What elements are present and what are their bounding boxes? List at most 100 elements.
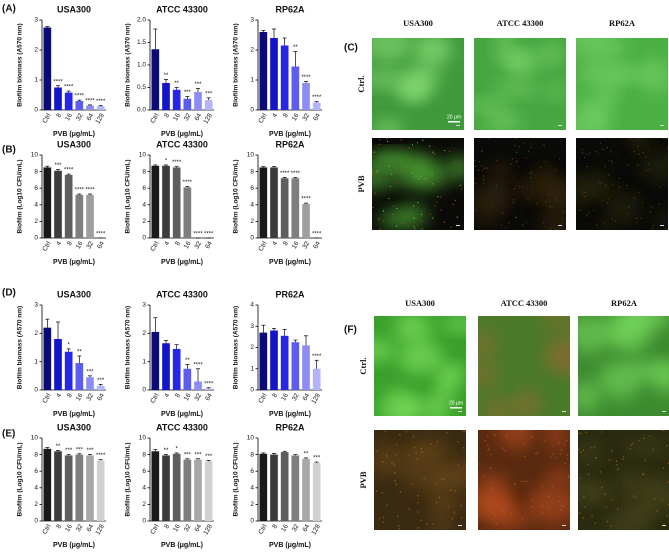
micrograph-dot (506, 435, 508, 437)
micrograph-dot (607, 202, 609, 204)
micrograph-texture (603, 190, 641, 225)
micrograph (578, 316, 669, 416)
micrograph-dot (560, 504, 563, 507)
micrograph-dot (551, 485, 554, 487)
micrograph-texture (432, 505, 451, 530)
micrograph-dot (375, 450, 378, 453)
micrograph-dot (415, 175, 417, 177)
micrograph-dot (436, 440, 439, 443)
x-tick-label: 8 (271, 523, 279, 530)
significance-label: **** (75, 94, 85, 100)
y-tick-label: 4 (142, 485, 146, 492)
bar (183, 187, 192, 238)
bar (270, 167, 278, 238)
micrograph-dot (450, 226, 452, 228)
micrograph-dot (642, 152, 645, 154)
micrograph-dot (474, 209, 477, 211)
micrograph-dot (433, 152, 435, 155)
y-tick-label: 6 (34, 468, 38, 475)
micrograph-row-label: PVB (356, 175, 366, 192)
micrograph-dot (502, 509, 504, 512)
micrograph-dot (479, 514, 481, 517)
scale-bar-mini (458, 411, 462, 412)
micrograph-dot (581, 152, 584, 154)
micrograph-dot (608, 459, 611, 461)
micrograph-dot (393, 471, 396, 474)
micrograph-texture (440, 317, 466, 332)
micrograph-row-label: PVB (358, 471, 368, 488)
x-tick-label: 128 (310, 523, 322, 536)
micrograph-dot (502, 447, 504, 449)
micrograph-texture (372, 119, 404, 130)
micrograph-dot (456, 216, 458, 218)
y-tick-label: 2 (142, 218, 146, 225)
x-tick-label: 8 (163, 112, 171, 119)
significance-label: **** (96, 99, 106, 105)
micrograph-dot (514, 216, 516, 219)
y-tick-label: 2 (34, 501, 38, 508)
bar (172, 348, 181, 390)
micrograph-dot (665, 227, 667, 230)
x-tick-label: 128 (202, 112, 214, 125)
micrograph-dot (525, 157, 527, 159)
micrograph-dot (412, 205, 415, 207)
significance-label: **** (204, 381, 214, 387)
micrograph-dot (417, 527, 419, 529)
micrograph-dot (454, 489, 456, 492)
y-tick-label: 4 (250, 302, 254, 309)
significance-label: **** (312, 95, 322, 101)
significance-label: **** (301, 197, 311, 203)
y-tick-label: 0 (250, 107, 254, 114)
x-axis-label: PVB (μg/mL) (53, 131, 95, 138)
bar (43, 167, 52, 238)
micrograph-texture (548, 183, 566, 205)
bar (86, 194, 94, 238)
micrograph-dot (412, 435, 415, 438)
micrograph-column-label: USA300 (405, 298, 435, 308)
micrograph-dot (611, 160, 613, 162)
micrograph-dot (421, 228, 423, 230)
micrograph-dot (394, 480, 397, 482)
micrograph-dot (599, 142, 601, 144)
micrograph-texture (478, 474, 510, 502)
micrograph-dot (604, 222, 606, 224)
micrograph-dot (397, 182, 399, 184)
x-tick-label: 64 (194, 112, 204, 122)
panel-label: (C) (344, 43, 358, 54)
bar (75, 363, 84, 390)
micrograph-dot (531, 500, 534, 502)
micrograph-dot (491, 489, 494, 491)
significance-label: *** (86, 448, 94, 454)
y-tick-label: 3 (34, 302, 38, 309)
micrograph-dot (396, 444, 398, 446)
x-tick-label: 4 (163, 240, 171, 247)
bar (270, 454, 278, 521)
micrograph-dot (636, 221, 638, 224)
scale-bar-label: 20 μm (449, 400, 463, 406)
micrograph-dot (580, 451, 582, 454)
micrograph-dot (460, 517, 463, 519)
micrograph-dot (666, 444, 668, 447)
micrograph-dot (416, 458, 419, 461)
micrograph-dot (372, 170, 374, 172)
micrograph-image (578, 430, 669, 530)
micrograph-dot (434, 205, 436, 207)
micrograph-dot (543, 145, 546, 147)
micrograph-dot (563, 505, 565, 508)
significance-label: * (67, 342, 70, 348)
y-tick-label: 3 (34, 17, 38, 24)
micrograph-dot (629, 447, 632, 450)
x-tick-label: 64 (204, 240, 214, 250)
y-tick-label: 1 (250, 77, 254, 84)
micrograph-dot (421, 220, 423, 222)
bar (291, 342, 300, 390)
x-tick-label: 16 (64, 523, 74, 533)
micrograph-dot (392, 164, 394, 166)
micrograph-image (478, 316, 570, 416)
y-axis-label: Biofilm (Log10 CFU/mL) (125, 442, 132, 516)
micrograph-dot (661, 498, 663, 501)
micrograph-column-label: RP62A (611, 298, 638, 308)
micrograph-texture (576, 38, 610, 58)
micrograph-dot (398, 528, 400, 530)
y-tick-label: 0 (34, 107, 38, 114)
